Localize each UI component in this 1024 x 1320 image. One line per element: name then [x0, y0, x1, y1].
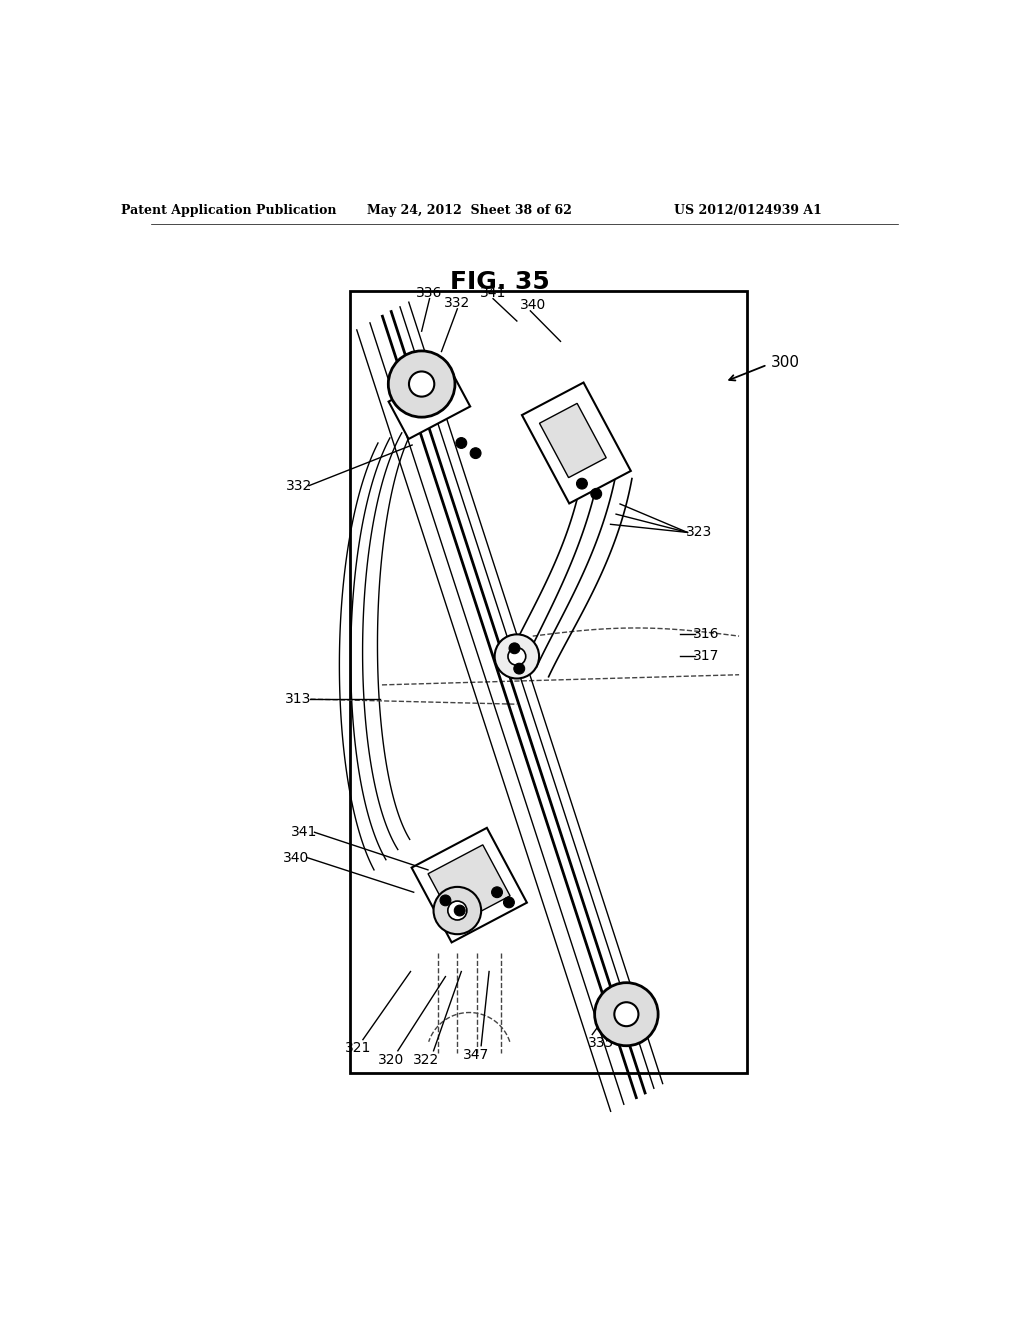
Bar	[412, 828, 527, 942]
Text: 300: 300	[771, 355, 800, 370]
Circle shape	[440, 895, 451, 906]
Circle shape	[495, 635, 539, 678]
Text: 320: 320	[378, 1053, 404, 1067]
Text: 347: 347	[463, 1048, 488, 1061]
Text: 316: 316	[692, 627, 719, 642]
Text: 332: 332	[444, 296, 470, 310]
Circle shape	[388, 351, 455, 417]
Circle shape	[409, 371, 434, 396]
Circle shape	[447, 902, 467, 920]
Text: 336: 336	[417, 285, 442, 300]
Circle shape	[509, 643, 520, 653]
Circle shape	[492, 887, 503, 898]
Circle shape	[470, 447, 481, 458]
Circle shape	[514, 663, 524, 675]
Bar	[388, 370, 470, 440]
Bar	[540, 404, 606, 478]
Text: 335: 335	[588, 1036, 614, 1049]
Text: 341: 341	[480, 285, 506, 300]
Circle shape	[614, 1002, 638, 1026]
Text: 341: 341	[291, 825, 317, 840]
Circle shape	[508, 648, 525, 665]
Circle shape	[591, 488, 602, 499]
Bar	[428, 845, 510, 925]
Circle shape	[504, 898, 514, 908]
Bar	[522, 383, 631, 503]
Text: 321: 321	[345, 1040, 372, 1055]
Text: 332: 332	[286, 479, 311, 492]
Circle shape	[456, 438, 467, 449]
Text: May 24, 2012  Sheet 38 of 62: May 24, 2012 Sheet 38 of 62	[367, 205, 571, 218]
Circle shape	[577, 478, 588, 488]
Circle shape	[433, 887, 481, 935]
Text: 322: 322	[413, 1053, 438, 1067]
Text: 323: 323	[686, 525, 713, 540]
Text: 340: 340	[519, 298, 546, 312]
Text: FIG. 35: FIG. 35	[451, 269, 550, 293]
Text: Patent Application Publication: Patent Application Publication	[121, 205, 337, 218]
Circle shape	[455, 906, 465, 916]
Text: 313: 313	[286, 692, 312, 706]
Text: 317: 317	[692, 649, 719, 664]
Circle shape	[595, 982, 658, 1045]
Text: US 2012/0124939 A1: US 2012/0124939 A1	[674, 205, 822, 218]
Bar	[350, 290, 748, 1073]
Text: 340: 340	[283, 850, 309, 865]
